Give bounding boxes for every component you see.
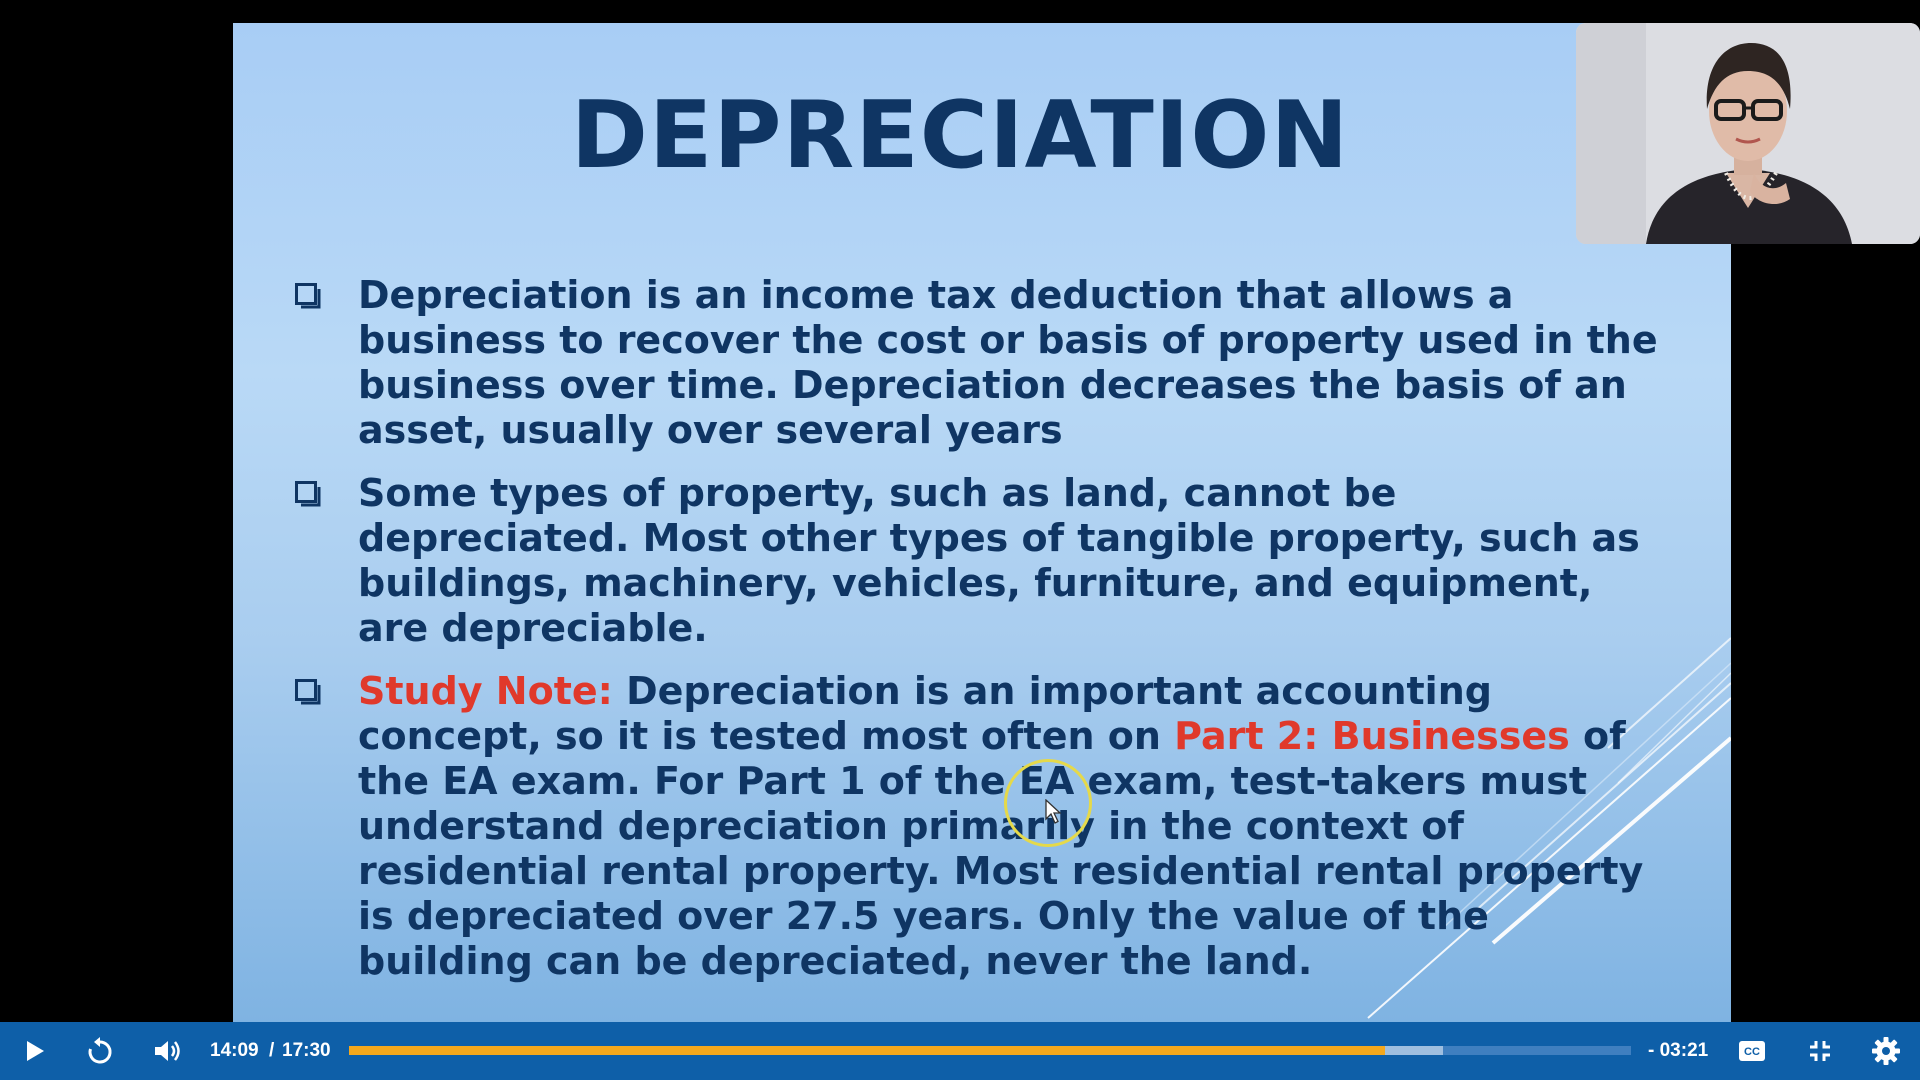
bullet-text: Some types of property, such as land, ca… <box>358 471 1640 650</box>
slide-title: DEPRECIATION <box>570 81 1350 189</box>
presentation-slide: DEPRECIATION Depreciation is an income t… <box>233 23 1731 1022</box>
settings-button[interactable] <box>1857 1022 1915 1080</box>
play-button[interactable] <box>6 1022 64 1080</box>
fullscreen-button[interactable] <box>1791 1022 1849 1080</box>
bullet-text: of the EA exam. For Part 1 of the EA exa… <box>358 714 1644 983</box>
gear-icon <box>1872 1037 1900 1065</box>
checkbox-bullet-icon <box>295 481 321 507</box>
highlight-text: Part 2: Businesses <box>1174 714 1570 758</box>
replay-button[interactable] <box>71 1022 129 1080</box>
play-icon <box>27 1041 44 1061</box>
bullet-text: Depreciation is an income tax deduction … <box>358 273 1658 452</box>
checkbox-bullet-icon <box>295 283 321 309</box>
bullet-list: Depreciation is an income tax deduction … <box>295 273 1665 1002</box>
mouse-pointer-icon <box>1045 799 1061 824</box>
presenter-webcam <box>1576 23 1920 244</box>
played-bar <box>349 1046 1385 1055</box>
video-area[interactable]: DEPRECIATION Depreciation is an income t… <box>0 0 1920 1022</box>
volume-button[interactable] <box>139 1022 197 1080</box>
closed-captions-icon: CC <box>1739 1041 1765 1061</box>
current-time: 14:09 <box>210 1040 259 1061</box>
svg-text:CC: CC <box>1744 1046 1760 1058</box>
bullet-item: Study Note: Depreciation is an important… <box>295 669 1665 984</box>
study-note-label: Study Note: <box>358 669 613 713</box>
progress-bar[interactable] <box>349 1046 1631 1055</box>
bullet-item: Some types of property, such as land, ca… <box>295 471 1665 651</box>
remaining-time: - 03:21 <box>1648 1040 1709 1061</box>
checkbox-bullet-icon <box>295 679 321 705</box>
bullet-text: Depreciation is an important accounting … <box>358 669 1492 758</box>
volume-icon <box>155 1041 180 1061</box>
time-separator: / <box>269 1040 275 1061</box>
exit-fullscreen-icon <box>1810 1041 1830 1061</box>
bullet-item: Depreciation is an income tax deduction … <box>295 273 1665 453</box>
total-duration: 17:30 <box>282 1040 331 1061</box>
cursor-highlight-ring <box>1004 759 1092 847</box>
captions-button[interactable]: CC <box>1723 1022 1781 1080</box>
presenter-figure <box>1576 23 1920 244</box>
replay-10-icon <box>88 1037 112 1064</box>
